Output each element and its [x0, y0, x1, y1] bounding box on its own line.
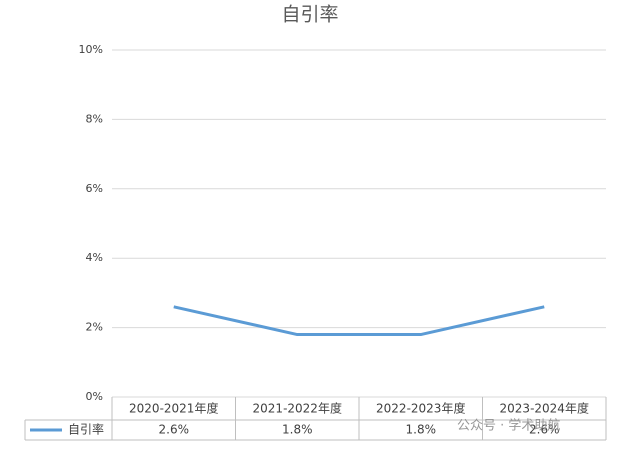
data-label: 2.6% — [159, 423, 190, 437]
legend-label: 自引率 — [68, 422, 104, 437]
y-tick-label: 2% — [86, 321, 103, 334]
data-label: 2.6% — [529, 423, 560, 437]
chart-title: 自引率 — [281, 4, 338, 26]
x-tick-label: 2021-2022年度 — [253, 401, 342, 416]
data-label: 1.8% — [282, 423, 313, 437]
y-tick-label: 8% — [86, 112, 103, 125]
y-tick-label: 0% — [86, 390, 103, 403]
x-tick-label: 2023-2024年度 — [500, 401, 589, 416]
y-tick-label: 6% — [86, 182, 103, 195]
x-tick-label: 2022-2023年度 — [376, 401, 465, 416]
watermark: 公众号 · 学术助航 — [457, 418, 560, 434]
y-tick-label: 10% — [79, 43, 103, 56]
data-label: 1.8% — [406, 423, 437, 437]
y-tick-label: 4% — [86, 251, 103, 264]
x-tick-label: 2020-2021年度 — [129, 401, 218, 416]
series-line — [173, 305, 545, 337]
